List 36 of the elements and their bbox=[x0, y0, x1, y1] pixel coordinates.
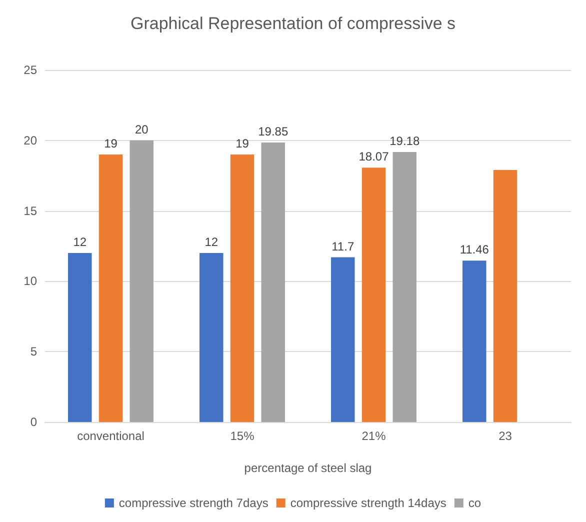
chart-title: Graphical Representation of compressive s bbox=[130, 14, 456, 33]
data-label: 11.46 bbox=[460, 242, 490, 257]
data-label: 11.7 bbox=[332, 239, 354, 254]
data-label: 19 bbox=[236, 136, 250, 150]
x-tick-label: conventional bbox=[77, 429, 144, 443]
bar bbox=[230, 154, 254, 422]
data-label: 12 bbox=[73, 235, 87, 250]
legend-label: compressive strength 7days bbox=[118, 496, 268, 510]
bar bbox=[68, 253, 92, 422]
y-tick-label: 10 bbox=[24, 274, 38, 288]
y-tick-label: 20 bbox=[24, 133, 38, 148]
bar bbox=[392, 152, 416, 422]
y-tick-label: 15 bbox=[24, 204, 38, 218]
data-label: 19.85 bbox=[258, 124, 288, 139]
bar bbox=[493, 170, 518, 422]
bar bbox=[331, 257, 355, 422]
bar bbox=[98, 154, 123, 422]
data-label: 12 bbox=[204, 235, 218, 250]
data-label: 19 bbox=[104, 136, 118, 150]
bar bbox=[261, 142, 285, 422]
y-tick-label: 5 bbox=[30, 344, 38, 359]
data-label: 18.07 bbox=[358, 150, 390, 164]
legend-label: compressive strength 14days bbox=[290, 496, 446, 510]
y-tick-label: 0 bbox=[30, 415, 38, 429]
bar bbox=[362, 168, 386, 422]
bar bbox=[462, 260, 486, 422]
x-tick-label: 23 bbox=[498, 429, 512, 443]
data-label: 20 bbox=[134, 122, 149, 136]
y-tick-label: 25 bbox=[24, 63, 38, 77]
legend-label: co bbox=[468, 496, 482, 510]
x-tick-label: 21% bbox=[362, 429, 386, 443]
bar bbox=[130, 140, 154, 422]
x-axis-title: percentage of steel slag bbox=[244, 461, 372, 475]
bar bbox=[200, 253, 224, 422]
x-tick-label: 15% bbox=[230, 429, 255, 443]
data-label: 19.18 bbox=[390, 134, 420, 148]
